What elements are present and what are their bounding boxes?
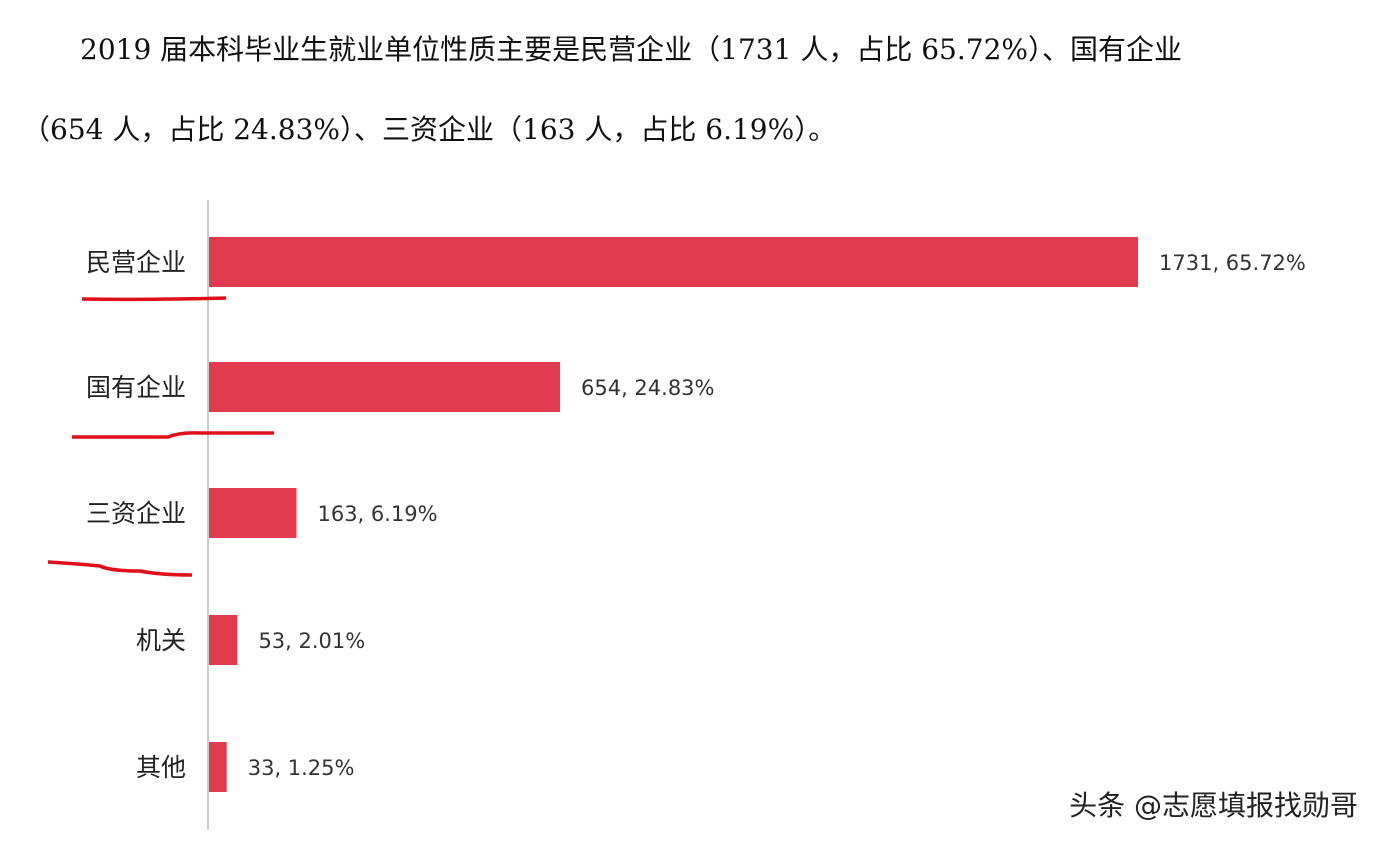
bar-3 xyxy=(209,615,238,665)
category-label: 民营企业 xyxy=(86,248,186,277)
bar-4 xyxy=(209,742,227,792)
underline-annotation xyxy=(47,560,193,577)
category-label: 国有企业 xyxy=(86,373,186,402)
data-label: 1731, 65.72% xyxy=(1159,251,1306,275)
underline-annotation xyxy=(72,431,274,439)
bar-2 xyxy=(209,488,297,538)
watermark: 头条 @志愿填报找勋哥 xyxy=(1069,789,1358,822)
data-label: 654, 24.83% xyxy=(581,376,715,400)
paragraph-line-2: （654 人，占比 24.83%）、三资企业（163 人，占比 6.19%）。 xyxy=(22,113,837,146)
underline-annotation xyxy=(81,296,227,302)
paragraph-line-1: 2019 届本科毕业生就业单位性质主要是民营企业（1731 人，占比 65.72… xyxy=(80,33,1182,66)
data-label: 33, 1.25% xyxy=(248,756,355,780)
category-label: 其他 xyxy=(136,753,186,782)
data-label: 53, 2.01% xyxy=(258,629,365,653)
bar-1 xyxy=(209,362,560,412)
data-label: 163, 6.19% xyxy=(317,502,437,526)
category-label: 三资企业 xyxy=(86,499,186,528)
category-label: 机关 xyxy=(136,626,186,655)
bar-0 xyxy=(209,237,1138,287)
